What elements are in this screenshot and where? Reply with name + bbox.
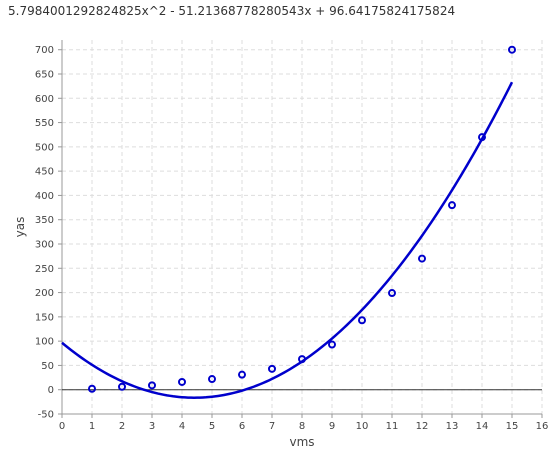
fit-curve: [61, 81, 514, 399]
data-point: [418, 254, 426, 263]
chart-grid: [61, 40, 543, 415]
x-axis-ticks: 0 1 2 3 4 5 6 7 8 9 10 11 12 13 14 15 16: [59, 414, 549, 432]
data-point: [358, 316, 366, 325]
y-axis-ticks: -50 0 50 100 150 200 250 300 350 400 450 500 550 600 6…: [35, 45, 62, 421]
data-point: [298, 355, 306, 364]
y-tick-label: 600: [35, 94, 54, 105]
x-tick-label: 1: [89, 421, 95, 432]
data-point: [478, 133, 486, 142]
data-point: [148, 381, 156, 390]
data-point: [208, 375, 216, 384]
y-tick-label: 300: [35, 240, 54, 251]
x-tick-label: 5: [209, 421, 215, 432]
y-tick-label: 50: [41, 361, 54, 372]
x-tick-label: 4: [179, 421, 185, 432]
x-tick-label: 2: [119, 421, 125, 432]
chart-title: 5.7984001292824825x^2 - 51.2136877828054…: [8, 4, 456, 18]
x-tick-label: 12: [416, 421, 429, 432]
y-tick-label: 0: [48, 385, 54, 396]
data-point: [328, 340, 336, 349]
data-points: [88, 45, 516, 393]
x-tick-label: 7: [269, 421, 275, 432]
data-point: [388, 289, 396, 298]
y-tick-label: 650: [35, 70, 54, 81]
y-tick-label: 150: [35, 312, 54, 323]
y-axis-label: yas: [13, 217, 27, 238]
data-point: [238, 370, 246, 379]
x-tick-label: 15: [506, 421, 519, 432]
x-tick-label: 14: [476, 421, 489, 432]
x-tick-label: 3: [149, 421, 155, 432]
y-tick-label: 250: [35, 264, 54, 275]
y-tick-label: 350: [35, 215, 54, 226]
data-point: [268, 364, 276, 373]
x-tick-label: 9: [329, 421, 335, 432]
y-tick-label: 450: [35, 167, 54, 178]
y-tick-label: 100: [35, 337, 54, 348]
x-tick-label: 11: [386, 421, 399, 432]
data-point: [508, 45, 516, 54]
x-axis-label: vms: [289, 435, 314, 449]
x-tick-label: 16: [536, 421, 549, 432]
data-point: [88, 384, 96, 393]
x-tick-label: 13: [446, 421, 459, 432]
data-point: [118, 382, 126, 391]
x-tick-label: 6: [239, 421, 245, 432]
y-tick-label: 700: [35, 45, 54, 56]
y-tick-label: 400: [35, 191, 54, 202]
data-point: [178, 377, 186, 386]
x-tick-label: 8: [299, 421, 305, 432]
y-tick-label: 550: [35, 118, 54, 129]
y-tick-label: 500: [35, 142, 54, 153]
fit-curve-group: [61, 81, 514, 399]
y-tick-label: 200: [35, 288, 54, 299]
x-tick-label: 10: [356, 421, 369, 432]
x-tick-label: 0: [59, 421, 65, 432]
y-tick-label: -50: [38, 410, 54, 421]
data-point: [448, 201, 456, 210]
